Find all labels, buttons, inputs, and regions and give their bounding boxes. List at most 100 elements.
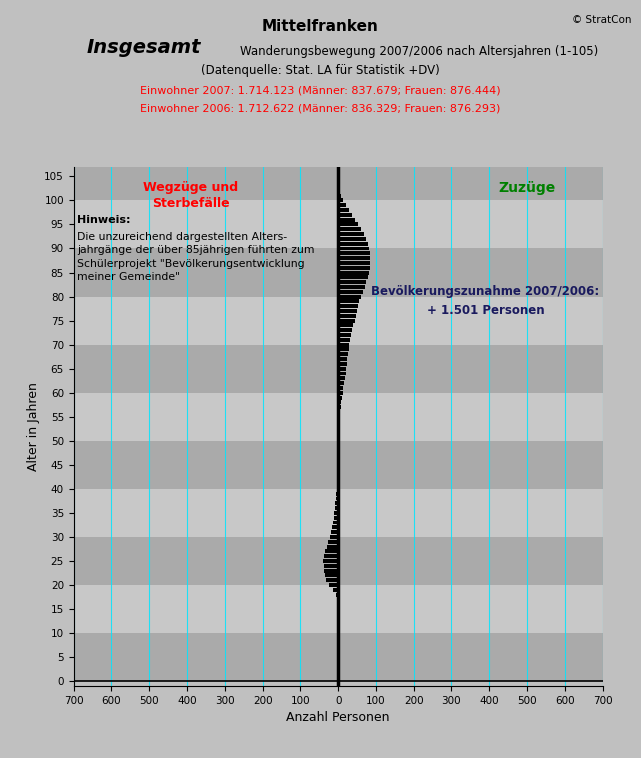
- Bar: [333, 521, 338, 525]
- Bar: [338, 371, 345, 375]
- Bar: [324, 574, 338, 578]
- Bar: [338, 275, 368, 279]
- Y-axis label: Alter in Jahren: Alter in Jahren: [27, 382, 40, 471]
- Bar: [338, 227, 362, 231]
- Bar: [338, 246, 369, 250]
- Bar: [74, 249, 603, 296]
- Bar: [338, 309, 358, 313]
- Bar: [338, 367, 346, 371]
- Bar: [324, 564, 338, 568]
- Bar: [338, 415, 340, 418]
- Bar: [338, 400, 342, 404]
- Bar: [74, 441, 603, 489]
- Bar: [74, 537, 603, 585]
- Bar: [338, 410, 340, 414]
- Bar: [338, 203, 345, 207]
- Bar: [337, 478, 338, 481]
- Bar: [338, 420, 339, 424]
- Bar: [338, 304, 358, 309]
- Bar: [338, 271, 369, 274]
- Bar: [335, 511, 338, 515]
- Bar: [338, 343, 349, 346]
- Bar: [333, 588, 338, 592]
- Bar: [338, 295, 361, 299]
- Bar: [325, 550, 338, 553]
- Bar: [338, 237, 366, 241]
- Bar: [338, 242, 368, 246]
- Text: Einwohner 2007: 1.714.123 (Männer: 837.679; Frauen: 876.444): Einwohner 2007: 1.714.123 (Männer: 837.6…: [140, 86, 501, 96]
- Bar: [74, 345, 603, 393]
- Bar: [326, 578, 338, 582]
- Bar: [338, 232, 363, 236]
- Bar: [326, 544, 338, 549]
- Text: Hinweis:: Hinweis:: [78, 215, 131, 225]
- Bar: [74, 633, 603, 681]
- Bar: [331, 530, 338, 534]
- Bar: [338, 280, 366, 284]
- Bar: [338, 362, 347, 366]
- Bar: [337, 487, 338, 491]
- Text: (Datenquelle: Stat. LA für Statistik +DV): (Datenquelle: Stat. LA für Statistik +DV…: [201, 64, 440, 77]
- Bar: [337, 603, 338, 606]
- Bar: [74, 167, 603, 200]
- Bar: [337, 482, 338, 486]
- Bar: [329, 535, 338, 539]
- Bar: [332, 525, 338, 529]
- Bar: [338, 318, 354, 323]
- Bar: [338, 208, 349, 212]
- Bar: [338, 213, 352, 217]
- Bar: [338, 290, 363, 294]
- Bar: [338, 376, 345, 381]
- Text: Wanderungsbewegung 2007/2006 nach Altersjahren (1-105): Wanderungsbewegung 2007/2006 nach Alters…: [240, 45, 599, 58]
- Bar: [338, 338, 350, 342]
- Bar: [335, 506, 338, 510]
- Bar: [338, 184, 339, 188]
- Bar: [338, 285, 365, 289]
- Text: Einwohner 2006: 1.712.622 (Männer: 836.329; Frauen: 876.293): Einwohner 2006: 1.712.622 (Männer: 836.3…: [140, 104, 501, 114]
- Bar: [338, 189, 340, 193]
- Bar: [338, 252, 370, 255]
- Bar: [74, 489, 603, 537]
- Bar: [338, 299, 359, 303]
- Bar: [338, 396, 342, 399]
- Bar: [336, 496, 338, 500]
- Text: Insgesamt: Insgesamt: [87, 38, 201, 57]
- Bar: [328, 540, 338, 543]
- Bar: [338, 223, 358, 227]
- Text: Wegzüge und
Sterbefälle: Wegzüge und Sterbefälle: [143, 181, 238, 210]
- Bar: [338, 314, 356, 318]
- Bar: [337, 597, 338, 601]
- Bar: [338, 333, 351, 337]
- Bar: [338, 218, 355, 221]
- Bar: [338, 357, 347, 361]
- Bar: [338, 261, 370, 265]
- Bar: [324, 568, 338, 572]
- Bar: [338, 328, 352, 332]
- Bar: [338, 352, 348, 356]
- Bar: [338, 424, 339, 428]
- Bar: [338, 391, 343, 395]
- Text: Zuzüge: Zuzüge: [498, 181, 556, 195]
- Bar: [338, 256, 370, 260]
- X-axis label: Anzahl Personen: Anzahl Personen: [287, 711, 390, 724]
- Text: Mittelfranken: Mittelfranken: [262, 19, 379, 34]
- Bar: [74, 296, 603, 345]
- Bar: [338, 406, 341, 409]
- Bar: [338, 199, 343, 202]
- Bar: [74, 200, 603, 249]
- Bar: [329, 583, 338, 587]
- Bar: [336, 593, 338, 597]
- Bar: [337, 472, 338, 477]
- Bar: [338, 324, 353, 327]
- Bar: [74, 393, 603, 441]
- Bar: [338, 386, 344, 390]
- Bar: [74, 585, 603, 633]
- Bar: [337, 468, 338, 471]
- Bar: [338, 193, 341, 198]
- Text: Die unzureichend dargestellten Alters-
jahrgänge der über 85jährigen führten zum: Die unzureichend dargestellten Alters- j…: [78, 232, 315, 283]
- Bar: [323, 559, 338, 563]
- Bar: [338, 266, 370, 270]
- Bar: [338, 381, 344, 385]
- Bar: [334, 515, 338, 520]
- Bar: [337, 492, 338, 496]
